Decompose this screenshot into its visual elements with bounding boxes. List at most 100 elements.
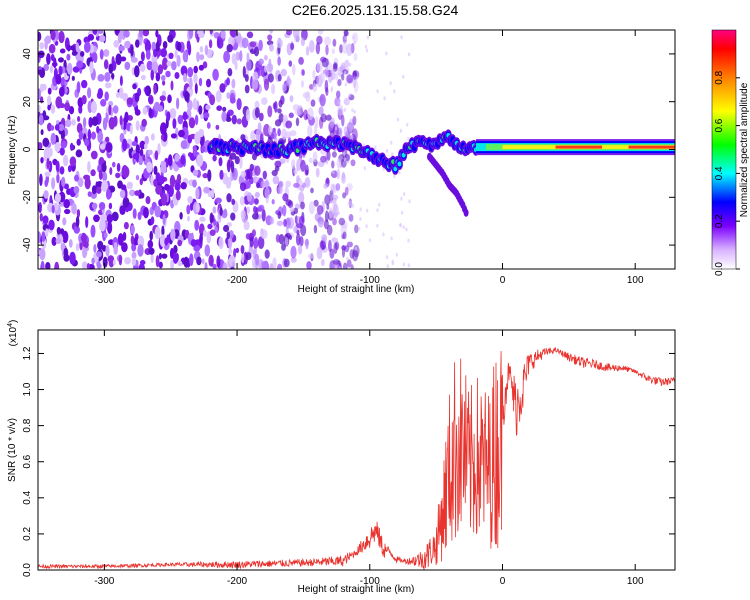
noise-blob	[97, 30, 104, 35]
noise-blob	[96, 125, 100, 134]
noise-blob	[203, 186, 210, 194]
noise-blob	[84, 177, 91, 190]
noise-blob	[306, 261, 312, 269]
noise-blob	[231, 198, 236, 205]
noise-blob	[219, 169, 224, 180]
noise-blob	[80, 234, 87, 243]
noise-blob	[67, 165, 72, 173]
noise-blob	[312, 151, 318, 163]
noise-blob	[158, 261, 163, 269]
noise-blob	[122, 138, 128, 151]
noise-blob	[69, 156, 77, 167]
noise-blob	[325, 44, 329, 56]
noise-blob	[231, 53, 237, 65]
noise-blob	[146, 60, 153, 71]
noise-blob	[329, 248, 335, 259]
noise-blob	[38, 69, 44, 75]
noise-blob	[180, 182, 187, 190]
noise-blob	[219, 83, 226, 93]
noise-blob	[150, 69, 155, 81]
noise-blob	[170, 80, 174, 91]
noise-blob	[97, 88, 104, 99]
noise-blob	[174, 153, 180, 162]
noise-blob	[69, 142, 74, 151]
y-tick-label: 0.8	[22, 418, 33, 432]
noise-blob	[288, 112, 294, 119]
noise-blob	[331, 48, 335, 55]
noise-blob	[155, 30, 159, 38]
noise-blob	[117, 233, 124, 246]
noise-blob	[55, 237, 62, 245]
noise-blob	[108, 104, 112, 116]
snr-multiplier-label: (x104)	[7, 320, 19, 347]
noise-blob	[193, 245, 201, 252]
noise-blob	[307, 107, 314, 120]
noise-blob	[164, 183, 170, 191]
noise-blob	[204, 262, 208, 269]
noise-blob	[216, 255, 221, 268]
noise-blob	[262, 170, 267, 180]
noise-blob	[226, 77, 231, 86]
noise-blob	[90, 150, 98, 160]
noise-blob	[62, 217, 67, 226]
noise-blob	[135, 39, 140, 48]
noise-blob	[342, 262, 348, 269]
noise-blob	[167, 34, 174, 43]
noise-blob	[134, 109, 141, 116]
noise-blob	[315, 167, 320, 178]
noise-blob	[97, 240, 104, 251]
noise-blob	[139, 178, 143, 186]
noise-blob	[47, 95, 52, 106]
noise-blob	[253, 247, 257, 256]
noise-blob	[168, 52, 174, 59]
noise-blob	[332, 170, 335, 175]
noise-blob	[162, 57, 168, 71]
noise-blob	[172, 118, 177, 129]
noise-blob	[108, 117, 116, 130]
noise-blob	[320, 155, 327, 163]
noise-blob	[63, 183, 69, 190]
noise-blob	[256, 182, 260, 188]
chart-title: C2E6.2025.131.15.58.G24	[291, 2, 459, 18]
noise-blob	[149, 230, 153, 241]
noise-blob	[326, 150, 331, 161]
noise-blob	[342, 151, 346, 156]
noise-blob	[155, 255, 160, 268]
noise-blob	[135, 152, 139, 163]
noise-blob	[144, 143, 148, 150]
noise-blob	[240, 209, 246, 220]
noise-blob	[63, 154, 69, 167]
noise-blob	[236, 98, 242, 111]
noise-blob	[58, 65, 63, 76]
noise-blob	[286, 77, 292, 86]
noise-blob	[111, 73, 115, 79]
noise-blob	[42, 137, 50, 147]
noise-blob	[261, 260, 265, 269]
signal-band-peak	[555, 145, 603, 149]
noise-blob	[162, 80, 166, 86]
noise-blob	[195, 187, 200, 200]
noise-blob	[390, 140, 393, 145]
colorbar-tick-label: 0.0	[714, 262, 725, 276]
noise-blob	[269, 30, 273, 34]
noise-blob	[86, 263, 90, 269]
noise-blob	[39, 213, 43, 222]
noise-blob	[38, 31, 42, 42]
y-tick-label: 0.2	[22, 527, 33, 541]
noise-blob	[363, 166, 367, 171]
x-tick-label: -300	[94, 275, 114, 286]
noise-blob	[321, 234, 328, 242]
noise-blob	[352, 115, 357, 126]
noise-blob	[246, 206, 251, 214]
noise-blob	[239, 155, 243, 169]
noise-blob	[244, 74, 249, 82]
noise-blob	[208, 190, 214, 196]
noise-blob	[338, 127, 343, 136]
noise-blob	[42, 110, 47, 120]
noise-blob	[246, 59, 252, 71]
spectrogram-noise-blobs	[38, 30, 411, 269]
x-tick-label: 100	[627, 576, 644, 587]
noise-blob	[267, 73, 274, 83]
noise-blob	[179, 212, 183, 220]
noise-blob	[221, 111, 227, 122]
